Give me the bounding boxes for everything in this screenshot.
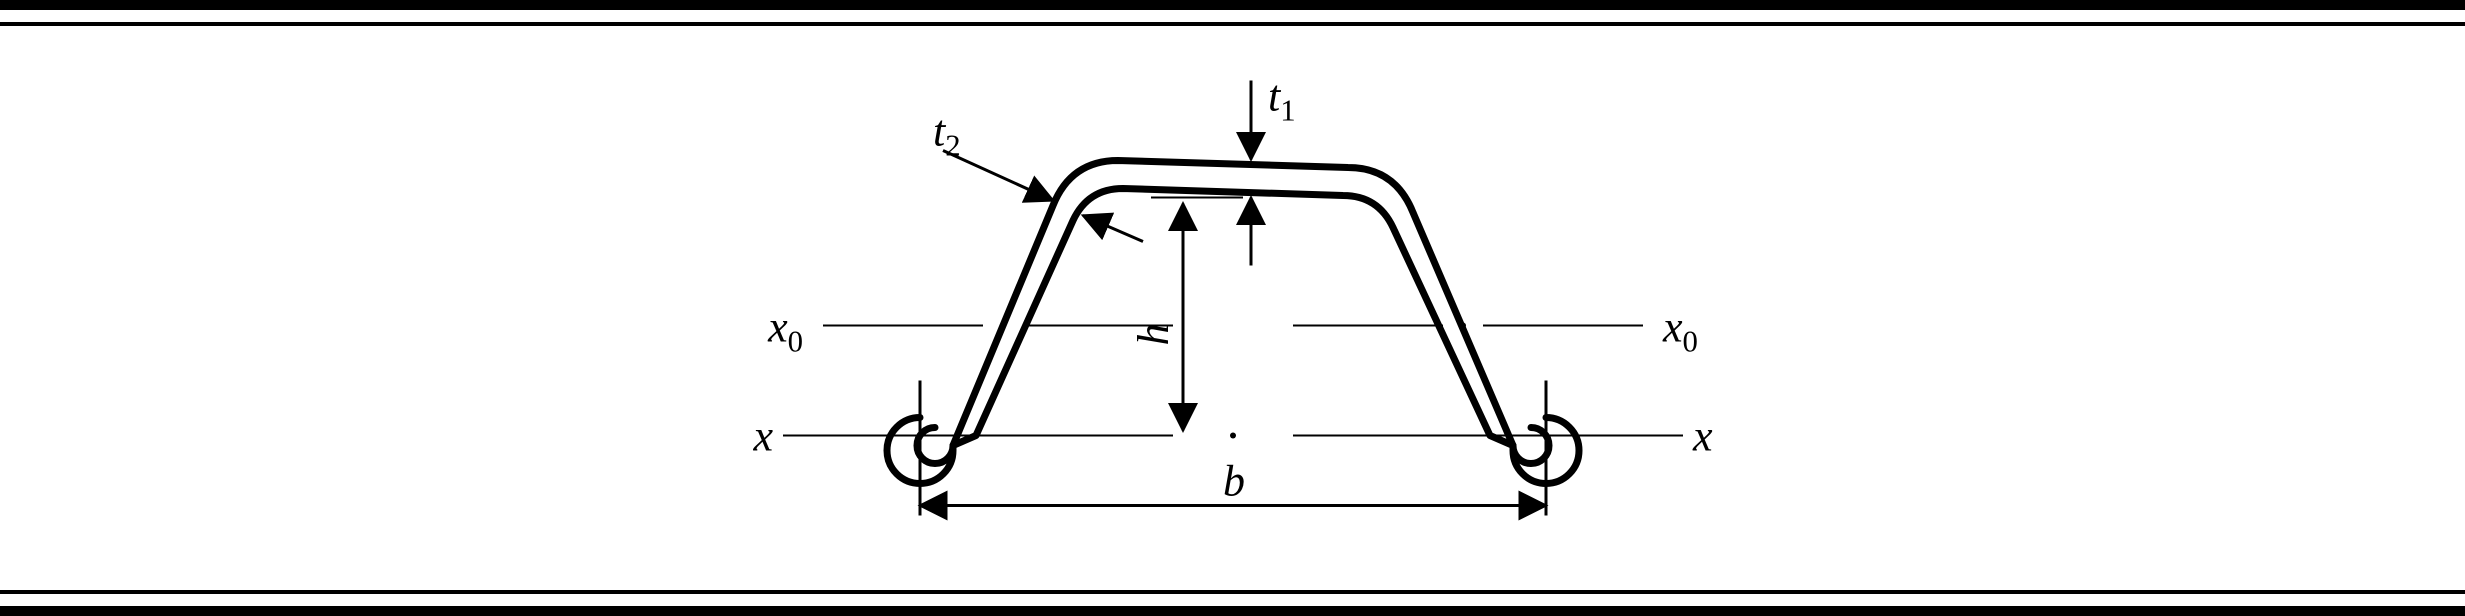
dim-t2: t2 bbox=[933, 107, 1143, 242]
label-x-left: x bbox=[752, 412, 773, 461]
diagram-svg: t1 t2 h b x0 x0 x x bbox=[683, 46, 1783, 566]
label-x-right: x bbox=[1692, 412, 1713, 461]
dim-h: h bbox=[1129, 198, 1243, 431]
top-outer-rule bbox=[0, 0, 2465, 10]
profile-inner bbox=[917, 189, 1549, 464]
top-inner-rule bbox=[0, 22, 2465, 26]
label-t1: t1 bbox=[1268, 72, 1296, 128]
label-h: h bbox=[1129, 324, 1178, 346]
label-b: b bbox=[1223, 457, 1245, 506]
diagram-container: t1 t2 h b x0 x0 x x bbox=[683, 46, 1783, 571]
label-x0-right: x0 bbox=[1662, 303, 1698, 359]
bottom-outer-rule bbox=[0, 606, 2465, 616]
bottom-inner-rule bbox=[0, 590, 2465, 594]
label-t2: t2 bbox=[933, 107, 961, 163]
dim-b: b bbox=[920, 381, 1546, 516]
label-x0-left: x0 bbox=[767, 303, 803, 359]
axis-x0-line bbox=[823, 323, 1643, 329]
